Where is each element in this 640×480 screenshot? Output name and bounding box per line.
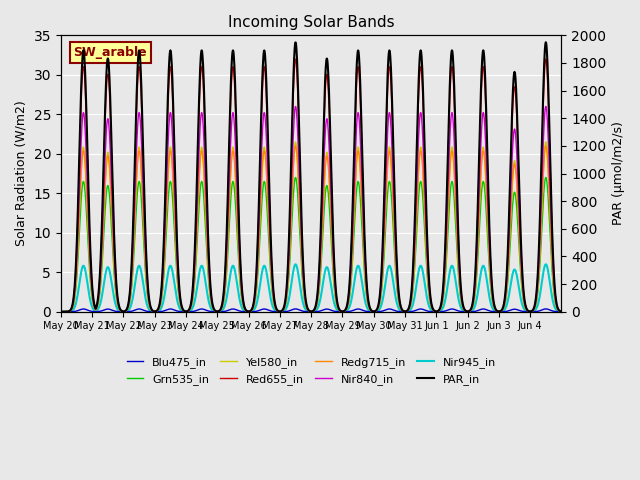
Y-axis label: Solar Radiation (W/m2): Solar Radiation (W/m2) bbox=[15, 101, 28, 246]
Title: Incoming Solar Bands: Incoming Solar Bands bbox=[228, 15, 394, 30]
Y-axis label: PAR (μmol/m2/s): PAR (μmol/m2/s) bbox=[612, 121, 625, 226]
Text: SW_arable: SW_arable bbox=[74, 46, 147, 59]
Legend: Blu475_in, Grn535_in, Yel580_in, Red655_in, Redg715_in, Nir840_in, Nir945_in, PA: Blu475_in, Grn535_in, Yel580_in, Red655_… bbox=[122, 353, 500, 389]
